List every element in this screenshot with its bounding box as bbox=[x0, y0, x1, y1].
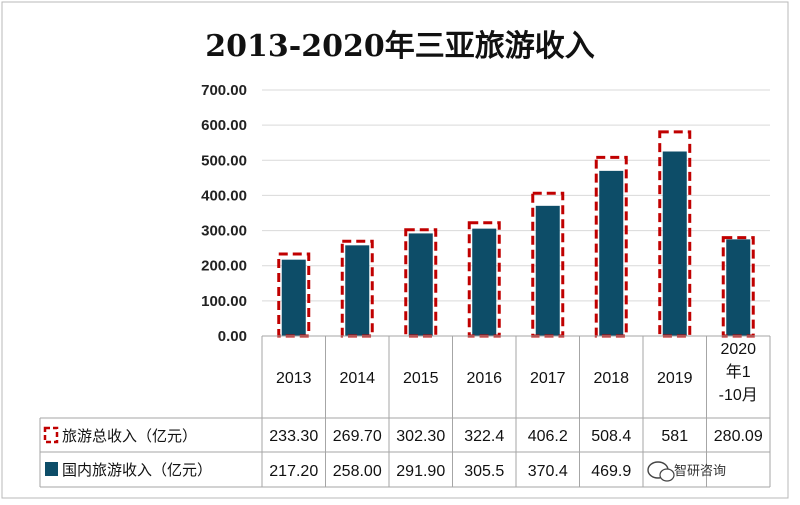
y-tick-label: 700.00 bbox=[201, 82, 247, 99]
y-tick-label: 300.00 bbox=[201, 223, 247, 240]
table-cell-total: 269.70 bbox=[333, 428, 382, 445]
bar-total-outline bbox=[404, 228, 438, 338]
bar-total-outline bbox=[594, 155, 628, 338]
table-cell-total: 581 bbox=[661, 428, 688, 445]
category-label: 2020 年1 -10月 bbox=[719, 341, 758, 404]
legend-key-domestic bbox=[45, 462, 58, 476]
table-cell-total: 508.4 bbox=[591, 428, 631, 445]
watermark-text: 智研咨询 bbox=[674, 464, 726, 479]
legend-label-domestic: 国内旅游收入（亿元） bbox=[62, 461, 212, 479]
y-tick-label: 500.00 bbox=[201, 152, 247, 169]
table-cell-total: 322.4 bbox=[464, 428, 504, 445]
table-cell-domestic: 370.4 bbox=[528, 463, 568, 480]
bar-domestic bbox=[599, 170, 624, 336]
table-cell-domestic: 258.00 bbox=[333, 463, 382, 480]
chart-frame bbox=[1, 1, 789, 499]
category-label: 2016 bbox=[466, 370, 502, 387]
table-cell-total: 280.09 bbox=[714, 428, 763, 445]
table-cell-domestic: 217.20 bbox=[269, 463, 318, 480]
y-tick-label: 100.00 bbox=[201, 293, 247, 310]
table-cell-domestic: 305.5 bbox=[464, 463, 504, 480]
bar-domestic bbox=[535, 205, 560, 336]
table-cell-total: 302.30 bbox=[396, 428, 445, 445]
category-label: 2013 bbox=[276, 370, 312, 387]
category-label: 2015 bbox=[403, 370, 439, 387]
table-cell-domestic: 469.9 bbox=[591, 463, 631, 480]
legend-label-total: 旅游总收入（亿元） bbox=[62, 427, 197, 445]
table-cell-total: 406.2 bbox=[528, 428, 568, 445]
category-label: 2018 bbox=[593, 370, 629, 387]
chart-title: 2013-2020年三亚旅游收入 bbox=[205, 29, 594, 64]
bar-domestic bbox=[726, 239, 751, 336]
y-tick-label: 400.00 bbox=[201, 187, 247, 204]
wechat-icon-bubble bbox=[659, 468, 675, 482]
bar-domestic bbox=[345, 245, 370, 336]
bar-domestic bbox=[281, 259, 306, 336]
category-label: 2017 bbox=[530, 370, 566, 387]
bar-domestic bbox=[408, 233, 433, 336]
y-tick-label: 600.00 bbox=[201, 117, 247, 134]
bar-total-outline bbox=[658, 130, 692, 338]
bar-domestic bbox=[662, 151, 687, 336]
bar-domestic bbox=[472, 228, 497, 336]
y-tick-label: 200.00 bbox=[201, 258, 247, 275]
table-cell-total: 233.30 bbox=[269, 428, 318, 445]
legend-key-total bbox=[43, 426, 59, 444]
category-label: 2019 bbox=[657, 370, 693, 387]
table-cell-domestic: 291.90 bbox=[396, 463, 445, 480]
y-tick-label: 0.00 bbox=[218, 328, 247, 345]
bar-total-outline bbox=[340, 239, 374, 338]
category-label: 2014 bbox=[339, 370, 375, 387]
